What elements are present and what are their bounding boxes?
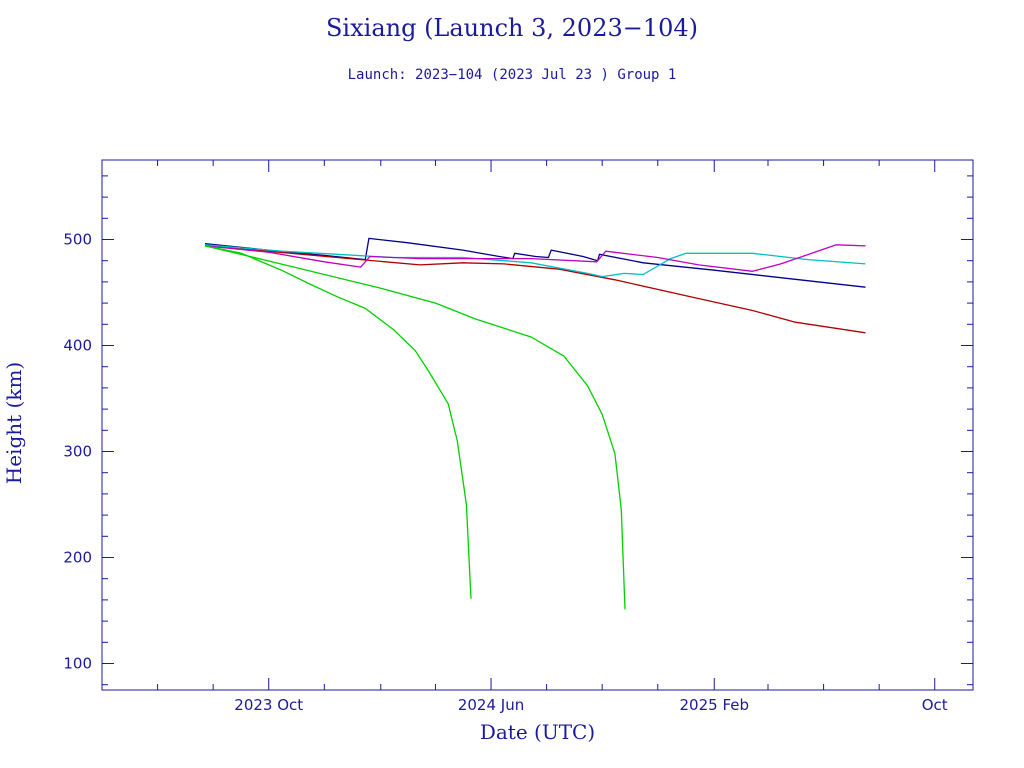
series-line-4 <box>204 244 866 272</box>
chart-title: Sixiang (Launch 3, 2023−104) <box>325 14 699 42</box>
plot-frame <box>101 159 974 691</box>
x-axis-label: Date (UTC) <box>480 720 595 744</box>
y-tick-label: 400 <box>63 337 92 355</box>
series-line-5 <box>204 245 472 599</box>
series-line-1 <box>204 237 866 288</box>
y-tick-label: 300 <box>63 443 92 461</box>
x-tick-label: 2023 Oct <box>234 696 303 714</box>
series-line-2 <box>204 245 866 334</box>
y-tick-label: 100 <box>63 655 92 673</box>
y-axis-label: Height (km) <box>2 362 26 484</box>
chart-subtitle: Launch: 2023−104 (2023 Jul 23 ) Group 1 <box>347 67 677 83</box>
x-tick-label: 2025 Feb <box>680 696 750 714</box>
x-tick-label: Oct <box>922 696 948 714</box>
x-tick-label: 2024 Jun <box>458 696 524 714</box>
series-line-3 <box>204 244 866 278</box>
series-line-6 <box>204 245 626 610</box>
y-tick-label: 200 <box>63 549 92 567</box>
y-tick-label: 500 <box>63 231 92 249</box>
